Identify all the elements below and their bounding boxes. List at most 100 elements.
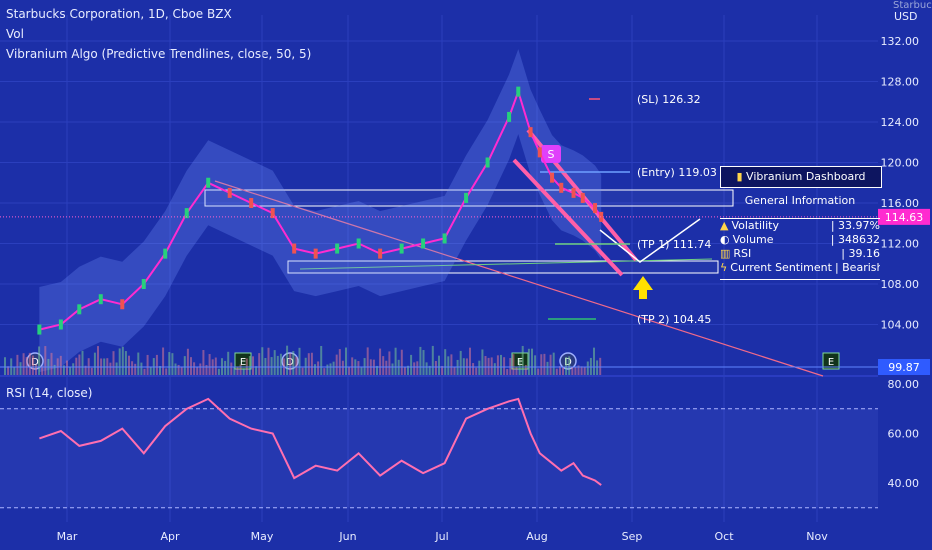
buy-arrow-icon — [633, 276, 653, 299]
price-candle[interactable] — [399, 243, 404, 254]
price-candle[interactable] — [77, 304, 82, 315]
rsi-line[interactable] — [39, 397, 602, 486]
volume-bar — [217, 368, 220, 375]
price-candle[interactable] — [550, 172, 555, 183]
price-candle[interactable] — [593, 203, 598, 214]
price-candle[interactable] — [141, 279, 146, 289]
price-candle[interactable] — [421, 238, 426, 249]
resistance-zone[interactable] — [204, 189, 734, 207]
volume-bar — [208, 354, 211, 375]
volume-bar — [97, 346, 99, 375]
volume-bar — [506, 368, 509, 375]
volume-bar — [233, 367, 236, 375]
volume-bar — [475, 367, 478, 375]
price-candle[interactable] — [206, 177, 211, 188]
volatility-band — [39, 49, 602, 373]
volume-bar — [441, 366, 444, 375]
earnings-label: E — [240, 357, 246, 368]
volume-bar — [478, 360, 481, 375]
price-candle[interactable] — [537, 147, 542, 158]
projection-arrow — [599, 218, 701, 263]
price-candle[interactable] — [485, 157, 490, 168]
volume-bar — [81, 350, 84, 375]
dividend-marker[interactable] — [559, 352, 577, 370]
support-trendline — [299, 258, 713, 270]
price-candle[interactable] — [442, 233, 447, 244]
dividend-label: D — [31, 357, 39, 368]
volume-bar — [472, 363, 475, 375]
price-candle[interactable] — [516, 86, 521, 97]
price-candle[interactable] — [37, 324, 42, 335]
volume-bar — [382, 356, 385, 375]
volume-bar — [438, 355, 440, 375]
time-tick-label: Mar — [57, 530, 78, 543]
price-candle[interactable] — [313, 248, 318, 259]
volume-bar — [252, 356, 254, 375]
volume-bar — [193, 362, 196, 375]
price-candle[interactable] — [580, 192, 585, 203]
volume-bar — [407, 365, 409, 375]
price-candle[interactable] — [227, 187, 232, 198]
volume-bar — [589, 357, 592, 375]
volume-bar — [521, 345, 524, 375]
volume-bar — [190, 357, 192, 375]
price-candle[interactable] — [270, 208, 275, 219]
earnings-marker[interactable] — [822, 352, 840, 370]
price-candle[interactable] — [356, 238, 361, 249]
volume-bar — [310, 352, 313, 375]
price-candle[interactable] — [98, 294, 103, 305]
volume-bar — [180, 367, 183, 375]
volume-bar — [149, 366, 152, 375]
price-candle[interactable] — [184, 208, 189, 219]
volume-bar — [202, 350, 205, 375]
volume-bar — [35, 364, 37, 375]
volume-bar — [326, 364, 329, 375]
price-candle[interactable] — [464, 192, 469, 203]
volume-bar — [183, 356, 186, 375]
price-candle[interactable] — [599, 211, 604, 222]
dashboard-title: ▮ Vibranium Dashboard — [720, 166, 882, 188]
volume-bar — [524, 364, 527, 375]
volume-bar — [574, 367, 577, 375]
volume-bar — [537, 368, 540, 375]
currency-label: USD — [894, 10, 918, 23]
pane-separator — [0, 375, 878, 377]
volume-bar — [329, 363, 332, 375]
price-candle[interactable] — [528, 127, 533, 138]
price-candle[interactable] — [120, 299, 125, 310]
price-candle[interactable] — [571, 187, 576, 198]
volume-bar — [596, 360, 599, 375]
price-candle[interactable] — [507, 111, 512, 122]
price-candle[interactable] — [163, 248, 168, 259]
volume-bar — [568, 356, 571, 375]
volume-bar — [227, 351, 230, 375]
volume-bar — [53, 364, 56, 375]
rsi-band-fill — [0, 408, 878, 508]
volume-bar — [286, 345, 289, 375]
volume-bar — [28, 352, 31, 375]
price-candle[interactable] — [378, 248, 383, 259]
volume-bar — [171, 353, 174, 375]
volume-bar — [583, 366, 586, 375]
volume-label: Vol — [6, 27, 24, 41]
volume-bar — [279, 353, 282, 375]
sell-signal-badge[interactable] — [541, 145, 561, 163]
rsi-tick-label: 40.00 — [888, 477, 920, 490]
volume-bar — [434, 360, 437, 375]
volume-bar — [131, 361, 134, 375]
price-candle[interactable] — [559, 182, 564, 193]
price-candle[interactable] — [292, 243, 297, 254]
volume-icon: ◐ — [720, 233, 730, 246]
volume-bar — [447, 356, 450, 375]
volume-bar — [400, 349, 403, 375]
volume-bar — [431, 345, 434, 375]
volume-bar — [562, 367, 564, 375]
price-candle[interactable] — [249, 198, 254, 208]
price-tick-label: 112.00 — [881, 238, 920, 251]
price-candle[interactable] — [335, 243, 340, 254]
price-line[interactable] — [39, 88, 603, 331]
predictive-trendline[interactable] — [214, 180, 824, 377]
price-candle[interactable] — [58, 319, 63, 330]
rsi-tick-label: 60.00 — [888, 428, 920, 441]
